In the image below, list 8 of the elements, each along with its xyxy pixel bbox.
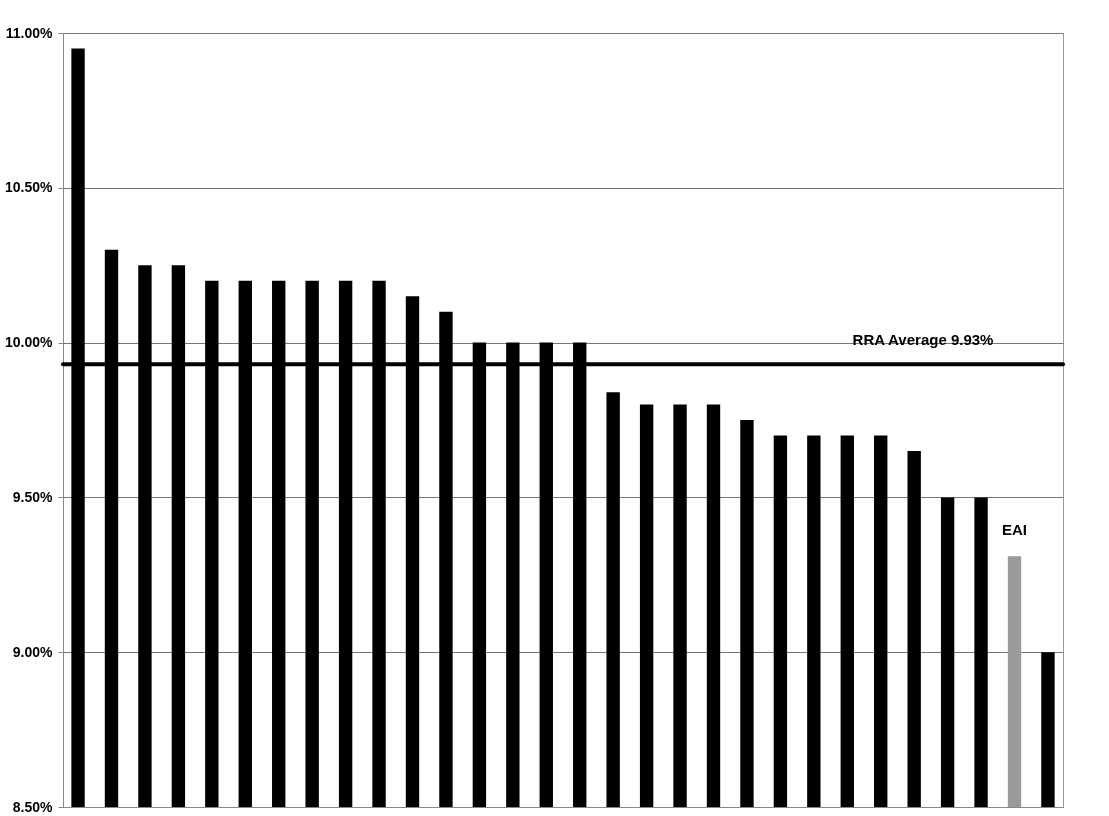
y-tick-label: 10.00% bbox=[5, 334, 54, 351]
ref-line-label: RRA Average 9.93% bbox=[852, 331, 994, 349]
y-tick-label: 9.50% bbox=[12, 488, 54, 505]
y-tick-label: 11.00% bbox=[5, 24, 54, 41]
y-tick-label: 8.50% bbox=[12, 798, 54, 815]
y-tick-label: 9.00% bbox=[12, 643, 54, 660]
y-tick-label: 10.50% bbox=[5, 179, 54, 196]
x-tick-label: EAI bbox=[1002, 521, 1028, 539]
